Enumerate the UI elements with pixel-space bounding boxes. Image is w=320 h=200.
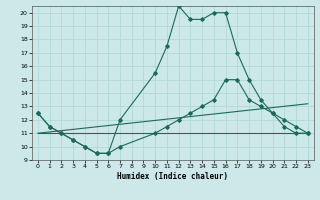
X-axis label: Humidex (Indice chaleur): Humidex (Indice chaleur): [117, 172, 228, 181]
